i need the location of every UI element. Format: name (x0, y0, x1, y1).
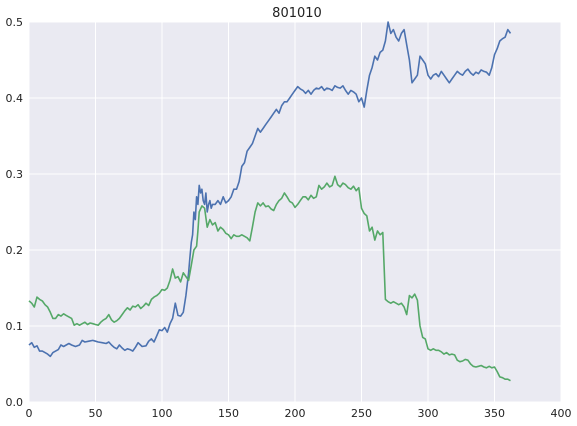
x-tick-label: 50 (89, 407, 103, 420)
series-line-1 (28, 21, 512, 358)
y-tick-label: 0.5 (6, 16, 24, 29)
y-tick-label: 0.1 (6, 320, 24, 333)
y-tick-label: 0.0 (6, 396, 24, 409)
chart-title: 801010 (272, 6, 322, 21)
y-axis-ticks: 0.0 0.1 0.2 0.3 0.4 0.5 (6, 16, 24, 409)
x-tick-label: 150 (218, 407, 239, 420)
x-tick-label: 200 (285, 407, 306, 420)
series-line-2 (28, 175, 511, 382)
y-tick-label: 0.2 (6, 244, 24, 257)
y-tick-label: 0.4 (6, 92, 24, 105)
x-axis-ticks: 0 50 100 150 200 250 300 350 400 (26, 407, 572, 420)
x-tick-label: 400 (551, 407, 572, 420)
series-group (28, 21, 512, 382)
y-tick-label: 0.3 (6, 168, 24, 181)
x-tick-label: 250 (351, 407, 372, 420)
x-tick-label: 350 (484, 407, 505, 420)
grid (28, 21, 562, 403)
x-tick-label: 100 (152, 407, 173, 420)
x-tick-label: 300 (418, 407, 439, 420)
x-tick-label: 0 (26, 407, 33, 420)
